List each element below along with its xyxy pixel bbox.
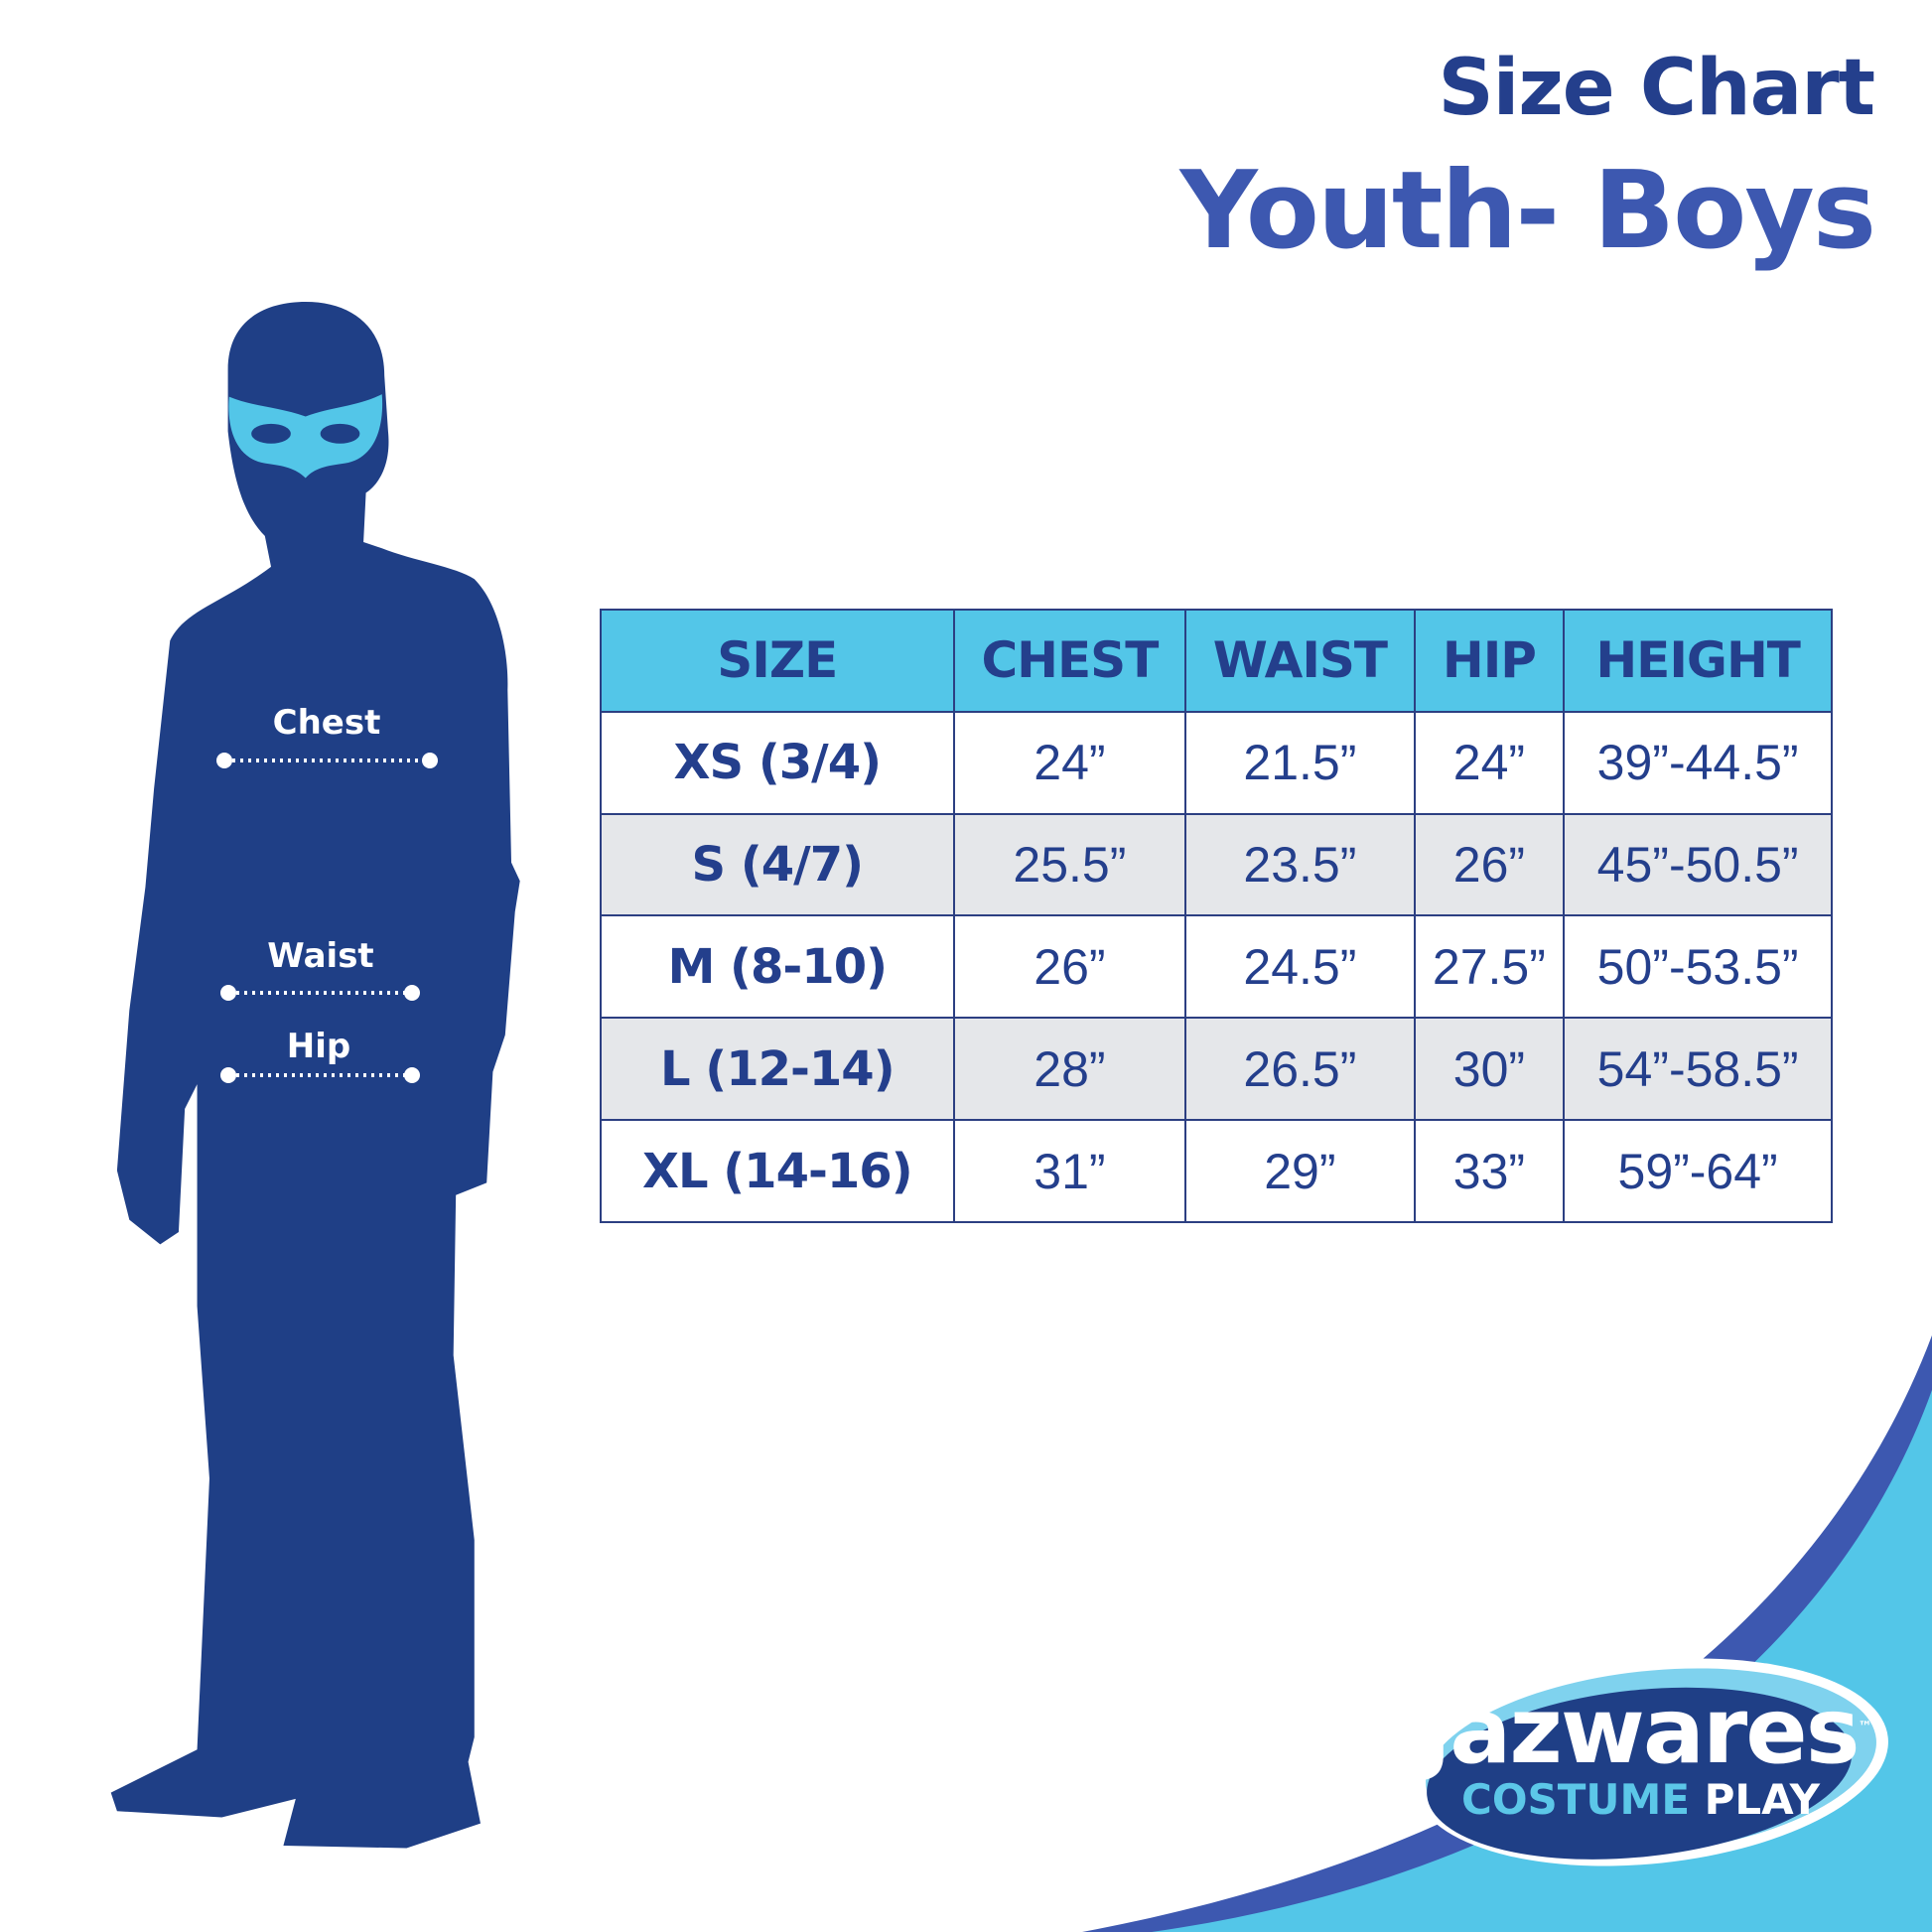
cell-chest: 24”: [952, 710, 1187, 815]
cell-hip: 33”: [1413, 1119, 1566, 1223]
cell-height: 54”-58.5”: [1563, 1017, 1833, 1122]
header-waist: WAIST: [1184, 609, 1416, 713]
cell-hip: 30”: [1413, 1017, 1566, 1122]
cell-waist: 21.5”: [1184, 710, 1416, 815]
table-header-row: SIZE CHEST WAIST HIP HEIGHT: [600, 609, 1833, 713]
cell-height: 50”-53.5”: [1563, 914, 1833, 1020]
cell-size: S (4/7): [600, 812, 955, 917]
cell-waist: 24.5”: [1184, 914, 1416, 1020]
cell-hip: 24”: [1413, 710, 1566, 815]
mask: [228, 394, 383, 479]
cell-chest: 25.5”: [952, 812, 1187, 917]
table-row: S (4/7) 25.5” 23.5” 26” 45”-50.5”: [600, 812, 1833, 917]
table-row: M (8-10) 26” 24.5” 27.5” 50”-53.5”: [600, 914, 1833, 1020]
logo-badge: [1414, 1658, 1888, 1866]
size-table: SIZE CHEST WAIST HIP HEIGHT XS (3/4) 24”…: [600, 609, 1833, 1223]
cell-hip: 27.5”: [1413, 914, 1566, 1020]
waist-label: Waist: [267, 936, 374, 976]
cell-size: XS (3/4): [600, 710, 955, 815]
cell-height: 59”-64”: [1563, 1119, 1833, 1223]
header-height: HEIGHT: [1563, 609, 1833, 713]
table-row: L (12-14) 28” 26.5” 30” 54”-58.5”: [600, 1017, 1833, 1122]
cell-size: XL (14-16): [600, 1119, 955, 1223]
logo-tagline: COSTUME PLAY: [1461, 1775, 1821, 1824]
cell-height: 45”-50.5”: [1563, 812, 1833, 917]
header-size: SIZE: [600, 609, 955, 713]
cell-waist: 23.5”: [1184, 812, 1416, 917]
measure-lines: [224, 759, 430, 1077]
cell-height: 39”-44.5”: [1563, 710, 1833, 815]
cell-size: M (8-10): [600, 914, 955, 1020]
boy-silhouette: [110, 302, 520, 1849]
cell-chest: 26”: [952, 914, 1187, 1020]
table-row: XS (3/4) 24” 21.5” 24” 39”-44.5”: [600, 710, 1833, 815]
page-title: Size Chart: [1438, 44, 1875, 133]
cell-chest: 28”: [952, 1017, 1187, 1122]
header-chest: CHEST: [952, 609, 1187, 713]
hip-label: Hip: [286, 1027, 351, 1066]
cell-chest: 31”: [952, 1119, 1187, 1223]
page-subtitle: Youth- Boys: [1179, 149, 1876, 273]
cell-size: L (12-14): [600, 1017, 955, 1122]
cell-waist: 26.5”: [1184, 1017, 1416, 1122]
header-hip: HIP: [1413, 609, 1566, 713]
cell-hip: 26”: [1413, 812, 1566, 917]
table-row: XL (14-16) 31” 29” 33” 59”-64”: [600, 1119, 1833, 1223]
chest-label: Chest: [272, 703, 381, 743]
cell-waist: 29”: [1184, 1119, 1416, 1223]
logo-brand: Jazwares™: [1418, 1678, 1871, 1784]
